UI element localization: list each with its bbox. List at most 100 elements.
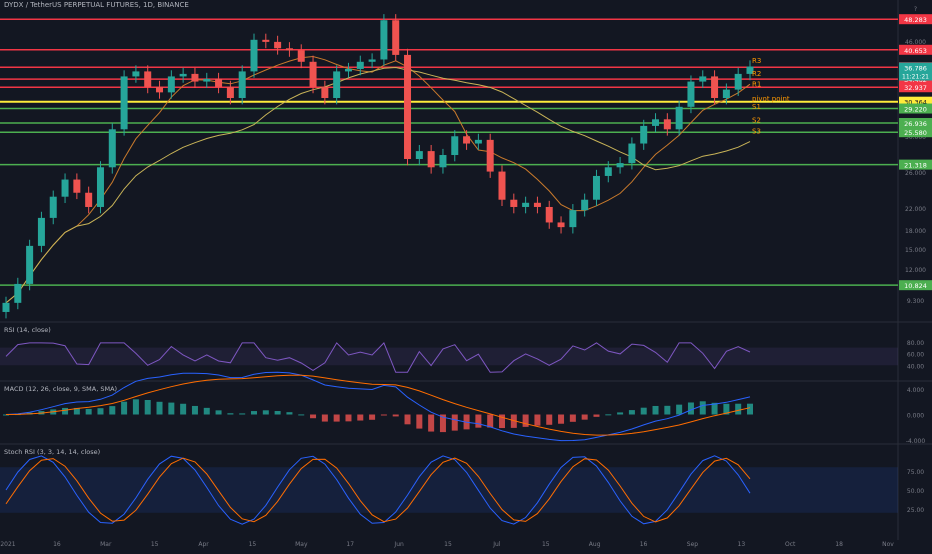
macd-histogram-bar bbox=[109, 406, 116, 415]
level-badge bbox=[899, 14, 932, 25]
price-tick-label: 26.000 bbox=[905, 170, 926, 177]
candle-body bbox=[675, 106, 683, 130]
candle-body bbox=[722, 89, 730, 99]
macd-histogram-bar bbox=[380, 414, 387, 416]
stoch-k-line bbox=[5, 455, 751, 525]
macd-histogram-bar bbox=[3, 414, 9, 416]
price-tick-label: 30.000 bbox=[905, 134, 926, 141]
time-tick-label: 17 bbox=[346, 541, 354, 548]
macd-histogram-bar bbox=[687, 402, 694, 415]
pivot-label: pivot point bbox=[752, 95, 790, 103]
macd-tick-label: 4.000 bbox=[907, 387, 924, 394]
macd-histogram-bar bbox=[747, 403, 753, 415]
macd-histogram-bar bbox=[97, 408, 104, 415]
candle-body bbox=[262, 39, 270, 42]
macd-histogram-bar bbox=[652, 405, 659, 415]
price-tick-label: 15.000 bbox=[905, 247, 926, 254]
level-badge-label: 29.220 bbox=[904, 106, 927, 114]
stoch-rsi-pane: Stoch RSI (3, 3, 14, 14, close) 75.00 50.0… bbox=[0, 448, 924, 525]
macd-histogram-bar bbox=[699, 401, 706, 415]
macd-histogram-bar bbox=[416, 414, 423, 429]
level-badge-label: 30.364 bbox=[904, 99, 927, 107]
candle-body bbox=[297, 50, 305, 62]
price-tick-label: 46.000 bbox=[905, 39, 926, 46]
level-badge-label: 10.824 bbox=[904, 282, 927, 290]
macd-histogram-bar bbox=[735, 403, 742, 415]
time-tick-label: 15 bbox=[151, 541, 159, 548]
candle-body bbox=[711, 76, 719, 99]
time-tick-label: Oct bbox=[785, 541, 796, 548]
level-badge bbox=[899, 127, 932, 138]
candle-body bbox=[26, 245, 34, 284]
price-tick-label: 12.000 bbox=[905, 267, 926, 274]
time-tick-label: 15 bbox=[444, 541, 452, 548]
current-price-badge bbox=[899, 62, 932, 81]
candle-body bbox=[581, 199, 589, 211]
candle-body bbox=[108, 129, 116, 168]
candle-body bbox=[156, 86, 164, 93]
level-badge-label: 26.936 bbox=[904, 120, 927, 128]
pivot-label: S1 bbox=[752, 103, 761, 111]
candle-body bbox=[427, 151, 435, 168]
macd-histogram-bar bbox=[369, 414, 376, 420]
macd-histogram-bar bbox=[156, 401, 163, 415]
pivot-label: S3 bbox=[752, 128, 761, 136]
candles bbox=[2, 14, 754, 319]
candle-body bbox=[663, 119, 671, 130]
level-badge-label: 25.580 bbox=[904, 129, 927, 137]
price-levels bbox=[0, 18, 898, 286]
candle-body bbox=[652, 119, 660, 126]
macd-histogram-bar bbox=[62, 407, 69, 415]
rsi-pane: RSI (14, close) 80.00 60.00 40.00 bbox=[0, 326, 924, 373]
macd-histogram-bar bbox=[321, 414, 328, 422]
candle-body bbox=[439, 155, 447, 168]
macd-histogram-bar bbox=[144, 399, 151, 415]
macd-histogram-bar bbox=[180, 403, 187, 415]
macd-histogram-bar bbox=[357, 414, 364, 421]
macd-histogram-bar bbox=[298, 414, 305, 416]
candle-body bbox=[368, 59, 376, 62]
level-badge-label: 32.937 bbox=[904, 84, 927, 92]
candle-body bbox=[132, 71, 140, 77]
time-tick-label: 16 bbox=[640, 541, 648, 548]
macd-histogram-bar bbox=[711, 402, 718, 415]
time-tick-label: Sep bbox=[687, 541, 699, 548]
candle-body bbox=[61, 179, 69, 197]
candle-body bbox=[73, 179, 81, 193]
macd-histogram-bar bbox=[121, 401, 128, 415]
macd-histogram-bar bbox=[499, 414, 505, 429]
time-tick-label: Mar bbox=[100, 541, 112, 548]
candle-body bbox=[2, 302, 10, 312]
ma-slow-line bbox=[5, 66, 751, 304]
level-badge bbox=[899, 96, 932, 107]
candle-body bbox=[533, 202, 541, 207]
candle-body bbox=[250, 39, 258, 72]
price-tick-label: 18.000 bbox=[905, 228, 926, 235]
macd-histogram-bar bbox=[723, 403, 730, 415]
time-tick-label: 2021 bbox=[0, 541, 15, 548]
macd-tick-label: 0.000 bbox=[907, 413, 924, 420]
candle-body bbox=[451, 136, 459, 156]
candle-body bbox=[191, 73, 199, 82]
candle-body bbox=[474, 139, 482, 144]
moving-averages bbox=[5, 55, 751, 304]
candle-body bbox=[49, 196, 57, 218]
candle-body bbox=[179, 73, 187, 77]
time-tick-label: Nov bbox=[882, 541, 894, 548]
macd-histogram-bar bbox=[569, 414, 576, 422]
macd-histogram-bar bbox=[345, 414, 352, 422]
level-badge-label: 21.318 bbox=[904, 162, 927, 170]
candle-body bbox=[498, 171, 506, 200]
macd-histogram-bar bbox=[487, 414, 494, 428]
signal-line bbox=[5, 374, 751, 436]
price-tick-label: 9.300 bbox=[907, 298, 924, 305]
macd-histogram-bar bbox=[510, 414, 517, 428]
time-tick-label: 15 bbox=[542, 541, 550, 548]
pivot-label: R3 bbox=[752, 57, 761, 65]
macd-histogram-bar bbox=[132, 399, 139, 415]
macd-histogram-bar bbox=[404, 414, 411, 425]
candle-body bbox=[486, 139, 494, 172]
time-tick-label: Aug bbox=[589, 541, 601, 548]
